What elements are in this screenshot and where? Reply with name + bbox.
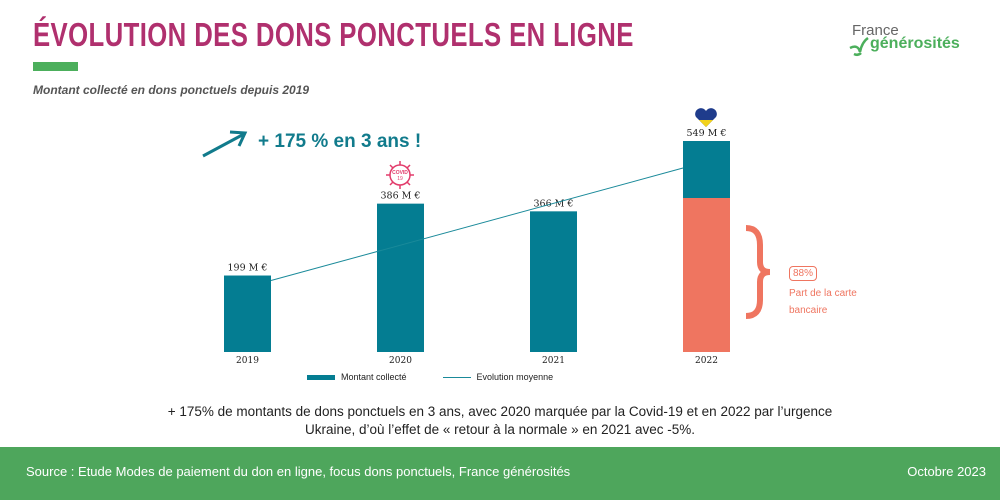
covid-19-icon: COVID 19 [386,161,414,189]
logo-line2: générosités [870,35,960,52]
legend-swatch-line [442,376,471,378]
data-label: 199 M € [228,263,268,274]
legend-label-line: Evolution moyenne [476,372,554,382]
logo-line1: France [852,22,899,39]
date-text: Octobre 2023 [907,464,986,479]
svg-text:COVID: COVID [392,170,408,176]
chart-subtitle: Montant collecté en dons ponctuels depui… [33,83,310,97]
legend-label-bar: Montant collecté [341,372,407,382]
growth-arrow-icon [202,130,248,158]
footer-bar: Source : Etude Modes de paiement du don … [0,447,1000,500]
legend-swatch-bar [307,374,335,380]
chart-caption: + 175% de montants de dons ponctuels en … [167,404,833,437]
trend-line [270,167,684,281]
svg-text:19: 19 [397,176,403,182]
card-share-value: 88% [789,266,818,281]
x-tick-label: 2022 [695,356,718,366]
data-label: 386 M € [381,191,421,202]
curly-brace-icon [745,225,771,319]
source-text: Source : Etude Modes de paiement du don … [26,464,571,479]
page-title: ÉVOLUTION DES DONS PONCTUELS EN LIGNE [33,16,634,53]
growth-headline: + 175 % en 3 ans ! [258,131,422,152]
title-accent-bar [33,62,78,71]
logo-figure-icon [849,36,869,57]
x-tick-label: 2021 [542,356,565,366]
bar-2020 [377,203,424,352]
card-share-label: Part de la carte bancaire [789,288,857,316]
x-tick-label: 2019 [236,356,259,366]
bar-segment-card-share [683,198,730,352]
bar-2019 [224,275,271,352]
data-label: 549 M € [687,128,727,139]
ukraine-heart-icon [695,108,717,127]
x-tick-label: 2020 [389,356,412,366]
chart-legend: Montant collecté Evolution moyenne [307,372,553,382]
bar-2021 [530,211,577,352]
